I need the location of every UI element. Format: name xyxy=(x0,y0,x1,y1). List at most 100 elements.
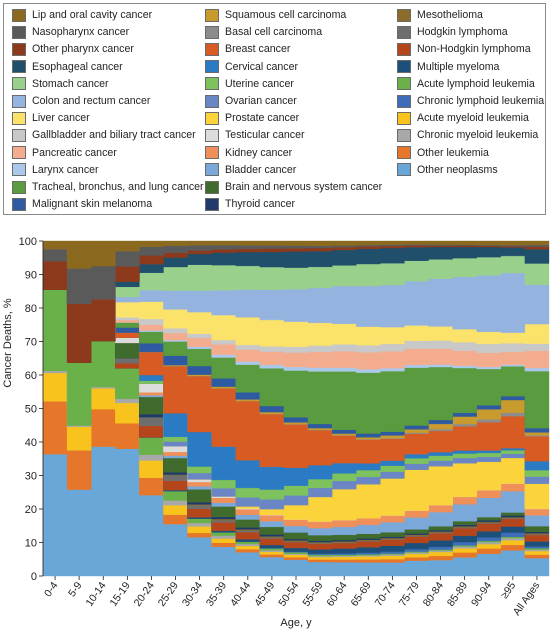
legend-swatch xyxy=(12,60,26,74)
x-tick-label: 20-24 xyxy=(132,580,157,609)
legend-item-gallbladder: Gallbladder and biliary tract cancer xyxy=(12,127,196,143)
legend-item-uterine: Uterine cancer xyxy=(205,76,294,92)
series-areas xyxy=(42,240,550,577)
legend-item-lip-oral: Lip and oral cavity cancer xyxy=(12,7,152,23)
legend-label: Chronic lymphoid leukemia xyxy=(417,95,545,107)
legend-label: Tracheal, bronchus, and lung cancer xyxy=(32,181,204,193)
legend-swatch xyxy=(205,146,219,160)
legend-label: Acute myeloid leukemia xyxy=(417,112,529,125)
x-tick-label: 10-14 xyxy=(83,580,108,609)
legend-swatch xyxy=(12,111,26,125)
legend-label: Lip and oral cavity cancer xyxy=(32,9,153,21)
legend-swatch xyxy=(12,8,26,22)
legend-label: Esophageal cancer xyxy=(32,60,123,73)
y-axis-label: Cancer Deaths, % xyxy=(2,298,14,387)
legend-label: Pancreatic cancer xyxy=(32,146,117,159)
legend-item-esophageal: Esophageal cancer xyxy=(12,59,123,75)
y-axis: 0 10 20 30 40 50 60 70 80 90 100 xyxy=(19,236,44,583)
y-tick-label: 10 xyxy=(25,538,37,550)
legend-item-other-neo: Other neoplasms xyxy=(397,162,498,178)
legend-item-melanoma: Malignant skin melanoma xyxy=(12,196,152,212)
x-tick-label: 85-89 xyxy=(445,580,470,609)
legend-item-aml: Acute myeloid leukemia xyxy=(397,110,529,126)
legend-swatch xyxy=(12,94,26,108)
legend-swatch xyxy=(205,180,219,194)
x-tick-label: 15-19 xyxy=(108,580,133,609)
y-tick-label: 70 xyxy=(25,337,37,349)
legend-item-colorectal: Colon and rectum cancer xyxy=(12,93,150,109)
legend-item-prostate: Prostate cancer xyxy=(205,110,299,126)
legend-item-basal: Basal cell carcinoma xyxy=(205,24,322,40)
legend-swatch xyxy=(205,94,219,108)
legend-item-other-leuk: Other leukemia xyxy=(397,145,489,161)
legend-swatch xyxy=(205,60,219,74)
legend-item-ovarian: Ovarian cancer xyxy=(205,93,297,109)
legend-swatch xyxy=(397,146,411,160)
legend-swatch xyxy=(12,197,26,211)
legend-item-pancreatic: Pancreatic cancer xyxy=(12,145,117,161)
x-tick-label: 25-29 xyxy=(156,580,181,609)
chart-legend: Lip and oral cavity cancer Nasopharynx ca… xyxy=(3,3,546,215)
x-tick-label: 30-34 xyxy=(180,580,205,609)
legend-label: Other leukemia xyxy=(417,146,489,159)
legend-label: Other neoplasms xyxy=(417,163,498,176)
legend-item-lung: Tracheal, bronchus, and lung cancer xyxy=(12,179,204,195)
x-tick-label: 75-79 xyxy=(397,580,422,609)
legend-label: Gallbladder and biliary tract cancer xyxy=(32,129,196,142)
y-tick-label: 30 xyxy=(25,471,37,483)
legend-swatch xyxy=(12,180,26,194)
legend-item-mesothelioma: Mesothelioma xyxy=(397,7,483,23)
x-tick-label: 0-4 xyxy=(42,580,61,599)
legend-label: Hodgkin lymphoma xyxy=(417,26,508,39)
legend-swatch xyxy=(205,77,219,91)
x-tick-label: 5-9 xyxy=(66,580,85,599)
legend-label: Breast cancer xyxy=(225,43,291,56)
legend-item-liver: Liver cancer xyxy=(12,110,90,126)
legend-swatch xyxy=(397,163,411,177)
legend-label: Stomach cancer xyxy=(32,77,109,90)
legend-label: Malignant skin melanoma xyxy=(32,198,153,211)
legend-item-thyroid: Thyroid cancer xyxy=(205,196,295,212)
legend-item-nhl: Non-Hodgkin lymphoma xyxy=(397,41,531,57)
legend-label: Thyroid cancer xyxy=(225,198,296,211)
legend-item-bladder: Bladder cancer xyxy=(205,162,296,178)
legend-swatch xyxy=(397,25,411,39)
legend-item-cervical: Cervical cancer xyxy=(205,59,298,75)
legend-swatch xyxy=(205,25,219,39)
legend-swatch xyxy=(397,77,411,91)
legend-swatch xyxy=(12,163,26,177)
legend-label: Kidney cancer xyxy=(225,146,293,159)
legend-swatch xyxy=(397,111,411,125)
y-tick-label: 90 xyxy=(25,270,37,282)
legend-swatch xyxy=(12,25,26,39)
legend-label: Acute lymphoid leukemia xyxy=(417,77,535,90)
legend-label: Colon and rectum cancer xyxy=(32,95,151,107)
y-tick-label: 40 xyxy=(25,437,37,449)
y-tick-label: 80 xyxy=(25,303,37,315)
legend-item-brain: Brain and nervous system cancer xyxy=(205,179,382,195)
legend-item-kidney: Kidney cancer xyxy=(205,145,292,161)
x-tick-label: 90-94 xyxy=(469,580,494,609)
x-tick-label: ≥95 xyxy=(498,580,518,601)
y-tick-label: 60 xyxy=(25,370,37,382)
legend-swatch xyxy=(205,128,219,142)
legend-item-larynx: Larynx cancer xyxy=(12,162,99,178)
y-tick-label: 20 xyxy=(25,504,37,516)
legend-swatch xyxy=(12,146,26,160)
legend-swatch xyxy=(205,42,219,56)
legend-item-nasopharynx: Nasopharynx cancer xyxy=(12,24,129,40)
legend-item-hodgkin: Hodgkin lymphoma xyxy=(397,24,508,40)
y-tick-label: 0 xyxy=(31,571,37,583)
x-tick-label: 45-49 xyxy=(252,580,277,609)
legend-label: Liver cancer xyxy=(32,112,90,125)
legend-label: Nasopharynx cancer xyxy=(32,26,130,39)
x-tick-label: 70-74 xyxy=(373,580,398,609)
legend-item-cml: Chronic myeloid leukemia xyxy=(397,127,538,143)
x-tick-label: 60-64 xyxy=(324,580,349,609)
legend-label: Testicular cancer xyxy=(225,129,305,142)
x-tick-label: 35-39 xyxy=(204,580,229,609)
legend-item-testicular: Testicular cancer xyxy=(205,127,304,143)
legend-label: Squamous cell carcinoma xyxy=(225,9,347,21)
legend-item-cll: Chronic lymphoid leukemia xyxy=(397,93,544,109)
legend-label: Non-Hodgkin lymphoma xyxy=(417,43,531,56)
